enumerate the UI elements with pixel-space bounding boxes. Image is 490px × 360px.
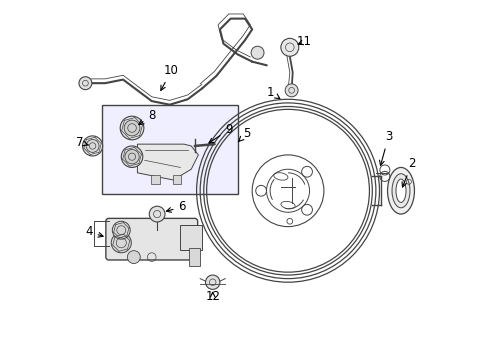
Circle shape: [86, 139, 99, 152]
Circle shape: [112, 221, 130, 239]
Bar: [151, 175, 160, 184]
Ellipse shape: [396, 179, 406, 202]
Circle shape: [205, 275, 220, 289]
Bar: [101, 105, 238, 194]
Text: 2: 2: [402, 157, 416, 187]
Text: 6: 6: [167, 201, 186, 213]
Text: 4: 4: [85, 225, 103, 238]
Text: 5: 5: [238, 127, 250, 142]
Circle shape: [79, 77, 92, 90]
Text: 1: 1: [267, 86, 280, 99]
Bar: [172, 175, 181, 184]
Text: 3: 3: [380, 130, 392, 165]
Circle shape: [281, 39, 299, 56]
Text: 10: 10: [161, 64, 179, 90]
Circle shape: [125, 149, 139, 164]
Bar: [180, 225, 202, 250]
Text: 11: 11: [296, 35, 312, 49]
Circle shape: [251, 46, 264, 59]
Ellipse shape: [392, 174, 410, 208]
Polygon shape: [137, 144, 198, 180]
Ellipse shape: [388, 167, 415, 214]
Circle shape: [127, 251, 140, 264]
Circle shape: [149, 206, 165, 222]
Circle shape: [122, 146, 143, 167]
Text: 9: 9: [209, 123, 233, 143]
Text: 7: 7: [75, 136, 89, 149]
Circle shape: [285, 84, 298, 97]
Bar: [190, 248, 200, 266]
Text: 12: 12: [205, 290, 220, 303]
FancyBboxPatch shape: [106, 219, 197, 260]
Circle shape: [82, 136, 102, 156]
Text: 8: 8: [139, 109, 155, 125]
Circle shape: [124, 120, 140, 136]
Circle shape: [120, 116, 144, 140]
Circle shape: [111, 233, 131, 253]
